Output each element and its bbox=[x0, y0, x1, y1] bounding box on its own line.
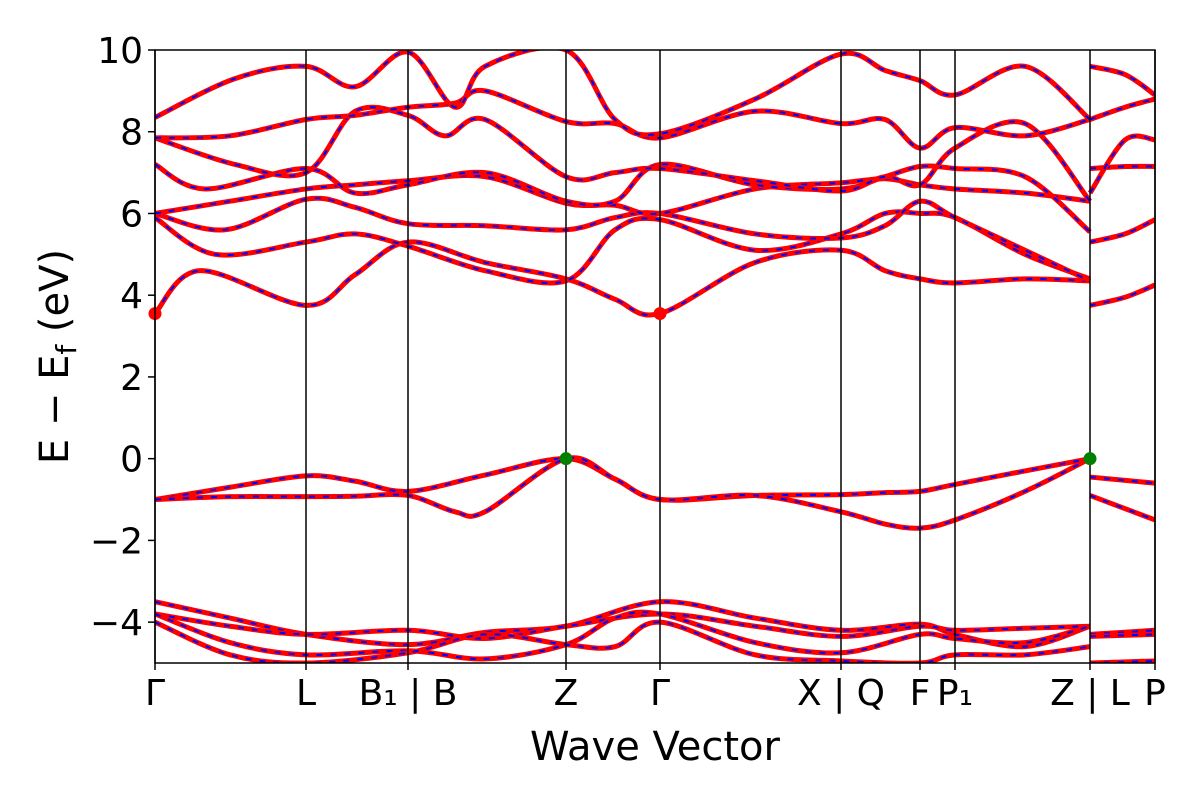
band-edge-marker-1 bbox=[653, 307, 667, 321]
band-line-17 bbox=[1089, 282, 1155, 308]
band-line-overlay-14 bbox=[1089, 165, 1155, 170]
band-line-overlay-7 bbox=[155, 174, 1091, 215]
band-line-10 bbox=[155, 87, 1091, 151]
band-line-0 bbox=[155, 456, 1091, 503]
band-line-4 bbox=[155, 239, 1091, 318]
band-line-overlay-0 bbox=[155, 457, 1091, 502]
x-tick-label: Z bbox=[554, 673, 579, 714]
x-tick-label: Γ bbox=[145, 673, 165, 714]
y-axis-ticks: −4 −2 0 2 4 6 8 10 bbox=[90, 31, 155, 644]
x-tick-label: L bbox=[296, 673, 316, 714]
x-axis-label: Wave Vector bbox=[530, 724, 781, 770]
band-line-overlay-2 bbox=[1089, 476, 1155, 485]
x-tick-label: B₁ | B bbox=[359, 673, 458, 714]
x-tick-label: P₁ bbox=[937, 673, 973, 714]
y-tick-label: 0 bbox=[120, 440, 143, 481]
y-axis-label: E − Ef (eV) bbox=[32, 249, 83, 464]
band-edge-marker-3 bbox=[1083, 452, 1097, 466]
band-line-5 bbox=[155, 209, 1091, 286]
y-tick-label: −2 bbox=[90, 521, 143, 562]
band-line-6 bbox=[155, 195, 1092, 284]
band-line-16 bbox=[1089, 217, 1155, 245]
band-line-overlay-3 bbox=[1089, 494, 1155, 521]
x-tick-label: Γ bbox=[650, 673, 670, 714]
band-line-overlay-16 bbox=[1089, 218, 1155, 244]
band-line-1 bbox=[155, 455, 1092, 531]
x-tick-label: P bbox=[1144, 673, 1166, 714]
y-tick-label: 2 bbox=[120, 358, 143, 399]
y-tick-label: 10 bbox=[97, 31, 143, 72]
band-line-overlay-6 bbox=[155, 197, 1091, 282]
y-tick-label: 6 bbox=[120, 194, 143, 235]
band-line-overlay-13 bbox=[1089, 98, 1155, 121]
y-axis-label-main: E − E bbox=[32, 355, 78, 465]
y-axis-label-unit: (eV) bbox=[32, 249, 78, 345]
y-axis-label-sub: f bbox=[50, 344, 83, 355]
y-tick-label: 8 bbox=[120, 113, 143, 154]
band-line-12 bbox=[1089, 63, 1155, 98]
band-line-overlay-15 bbox=[1089, 135, 1155, 194]
plot-frame bbox=[154, 49, 1156, 664]
band-line-overlay-1 bbox=[155, 456, 1091, 530]
x-tick-label: F bbox=[910, 673, 931, 714]
band-line-overlay-4 bbox=[155, 240, 1091, 316]
band-line-overlay-9 bbox=[155, 106, 1091, 202]
band-edge-marker-2 bbox=[559, 452, 573, 466]
kpath-vertical-lines bbox=[154, 50, 1156, 663]
x-tick-label: X | Q bbox=[797, 673, 885, 714]
y-tick-label: 4 bbox=[120, 276, 143, 317]
band-line-overlay-5 bbox=[155, 210, 1091, 285]
band-line-overlay-21 bbox=[155, 621, 1091, 663]
band-line-overlay-23 bbox=[1089, 633, 1155, 638]
band-line-overlay-11 bbox=[155, 50, 1091, 136]
band-line-overlay-10 bbox=[155, 89, 1091, 150]
y-tick-label: −4 bbox=[90, 603, 143, 644]
x-tick-label: Z | L bbox=[1050, 673, 1130, 714]
band-line-overlay-17 bbox=[1089, 284, 1155, 307]
band-lines bbox=[155, 50, 1155, 663]
x-axis-ticks: Γ L B₁ | B Z Γ X | Q F P₁ Z | L P bbox=[145, 663, 1166, 714]
band-line-overlay-20 bbox=[155, 611, 1091, 660]
